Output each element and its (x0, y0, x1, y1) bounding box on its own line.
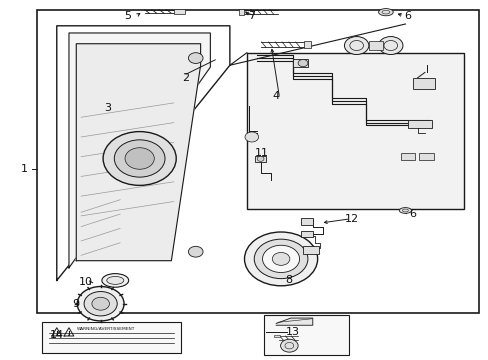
Text: 4: 4 (272, 91, 279, 101)
Polygon shape (69, 33, 210, 268)
Ellipse shape (399, 208, 411, 213)
Circle shape (56, 334, 58, 336)
Bar (303, 246, 318, 253)
Circle shape (77, 287, 124, 321)
Bar (368, 41, 383, 50)
Circle shape (272, 252, 289, 265)
Text: WARNING/AVERTISSEMENT: WARNING/AVERTISSEMENT (77, 327, 135, 330)
Polygon shape (57, 26, 229, 280)
Text: 12: 12 (344, 215, 358, 224)
Text: 11: 11 (254, 148, 268, 158)
Circle shape (188, 53, 203, 63)
Bar (300, 219, 312, 225)
Text: 7: 7 (248, 11, 255, 21)
Bar (42, 322, 181, 353)
Circle shape (378, 37, 402, 54)
Text: 1: 1 (20, 164, 27, 174)
Circle shape (254, 239, 307, 279)
Bar (37, 10, 478, 313)
Circle shape (262, 245, 299, 273)
Circle shape (280, 339, 298, 352)
Polygon shape (76, 44, 200, 261)
Text: 5: 5 (124, 11, 131, 21)
Bar (418, 153, 433, 160)
Circle shape (125, 148, 154, 169)
Text: 10: 10 (79, 277, 93, 287)
Bar (273, 335, 279, 337)
Text: 2: 2 (182, 73, 189, 83)
Circle shape (84, 292, 117, 316)
Circle shape (344, 37, 368, 54)
Circle shape (68, 334, 70, 336)
Ellipse shape (106, 276, 123, 284)
Bar (412, 78, 434, 89)
Bar (246, 53, 463, 209)
Circle shape (188, 246, 203, 257)
Circle shape (114, 140, 164, 177)
Polygon shape (276, 318, 312, 325)
Ellipse shape (102, 274, 128, 287)
Circle shape (103, 132, 176, 185)
Bar (400, 153, 414, 160)
Bar (304, 41, 311, 48)
Circle shape (257, 156, 264, 161)
Circle shape (244, 232, 317, 286)
Bar (300, 231, 312, 237)
Ellipse shape (378, 9, 392, 16)
Text: 3: 3 (104, 103, 111, 113)
Bar (264, 315, 348, 355)
Bar (293, 59, 307, 67)
Circle shape (92, 297, 109, 310)
Text: 6: 6 (408, 209, 415, 219)
Circle shape (244, 132, 258, 142)
Bar (238, 9, 244, 15)
Bar (173, 9, 184, 14)
Text: 6: 6 (404, 11, 410, 21)
Bar (255, 156, 265, 162)
Text: 8: 8 (284, 275, 291, 285)
Circle shape (298, 59, 307, 67)
Bar (407, 120, 431, 128)
Text: 9: 9 (73, 299, 80, 309)
Text: 14: 14 (50, 330, 64, 340)
Text: 13: 13 (285, 327, 300, 337)
